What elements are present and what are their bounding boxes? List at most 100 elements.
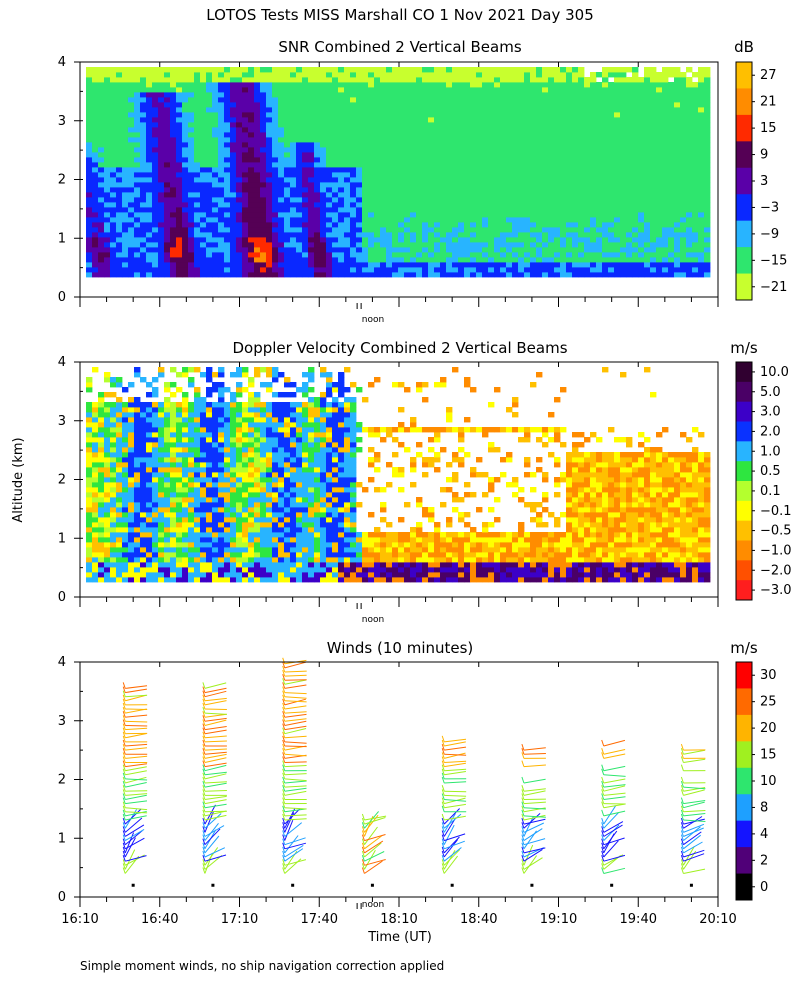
- field-cell: [278, 182, 285, 188]
- field-cell: [188, 102, 195, 108]
- field-cell: [704, 67, 711, 73]
- field-cell: [116, 152, 123, 158]
- field-cell: [170, 542, 177, 548]
- field-cell: [158, 92, 165, 98]
- field-cell: [176, 187, 183, 193]
- field-cell: [476, 77, 483, 83]
- field-cell: [158, 452, 165, 458]
- field-cell: [422, 247, 429, 253]
- field-cell: [584, 202, 591, 208]
- colorbar-tick-label: 3: [760, 174, 768, 189]
- field-cell: [182, 267, 189, 273]
- field-cell: [122, 457, 129, 463]
- field-cell: [206, 192, 213, 198]
- field-cell: [308, 122, 315, 128]
- field-cell: [182, 182, 189, 188]
- field-cell: [674, 147, 681, 153]
- field-cell: [104, 537, 111, 543]
- field-cell: [272, 232, 279, 238]
- field-cell: [104, 167, 111, 173]
- field-cell: [158, 367, 165, 373]
- field-cell: [416, 142, 423, 148]
- field-cell: [152, 467, 159, 473]
- field-cell: [440, 147, 447, 153]
- field-cell: [482, 267, 489, 273]
- field-cell: [386, 227, 393, 233]
- field-cell: [116, 472, 123, 478]
- field-cell: [332, 107, 339, 113]
- field-cell: [632, 202, 639, 208]
- field-cell: [134, 397, 141, 403]
- field-cell: [308, 262, 315, 268]
- field-cell: [170, 82, 177, 88]
- field-cell: [518, 127, 525, 133]
- field-cell: [476, 87, 483, 93]
- field-cell: [434, 87, 441, 93]
- field-cell: [416, 217, 423, 223]
- field-cell: [98, 122, 105, 128]
- field-cell: [116, 417, 123, 423]
- field-cell: [164, 112, 171, 118]
- field-cell: [158, 192, 165, 198]
- field-cell: [236, 102, 243, 108]
- field-cell: [110, 222, 117, 228]
- field-cell: [560, 82, 567, 88]
- field-cell: [554, 117, 561, 123]
- field-cell: [404, 112, 411, 118]
- field-cell: [230, 177, 237, 183]
- field-cell: [134, 222, 141, 228]
- field-cell: [494, 212, 501, 218]
- field-cell: [590, 77, 597, 83]
- field-cell: [674, 67, 681, 73]
- field-cell: [482, 217, 489, 223]
- colorbar-swatch: [736, 273, 752, 301]
- field-cell: [290, 92, 297, 98]
- field-cell: [440, 157, 447, 163]
- field-cell: [488, 252, 495, 258]
- field-cell: [242, 177, 249, 183]
- field-cell: [344, 67, 351, 73]
- field-cell: [260, 177, 267, 183]
- field-cell: [656, 267, 663, 273]
- field-cell: [182, 192, 189, 198]
- field-cell: [602, 72, 609, 78]
- field-cell: [476, 152, 483, 158]
- field-cell: [224, 242, 231, 248]
- field-cell: [98, 567, 105, 573]
- field-cell: [632, 162, 639, 168]
- field-cell: [434, 187, 441, 193]
- field-cell: [110, 487, 117, 493]
- field-cell: [98, 462, 105, 468]
- field-cell: [272, 127, 279, 133]
- field-cell: [416, 212, 423, 218]
- field-cell: [374, 167, 381, 173]
- field-cell: [164, 227, 171, 233]
- field-cell: [116, 87, 123, 93]
- field-cell: [110, 187, 117, 193]
- field-cell: [248, 262, 255, 268]
- field-cell: [242, 142, 249, 148]
- field-cell: [104, 562, 111, 568]
- field-cell: [518, 137, 525, 143]
- field-cell: [692, 262, 699, 268]
- field-cell: [182, 217, 189, 223]
- field-cell: [470, 167, 477, 173]
- field-cell: [560, 177, 567, 183]
- field-cell: [512, 217, 519, 223]
- field-cell: [530, 127, 537, 133]
- field-cell: [320, 182, 327, 188]
- field-cell: [158, 372, 165, 378]
- field-cell: [158, 177, 165, 183]
- field-cell: [392, 192, 399, 198]
- field-cell: [194, 252, 201, 258]
- field-cell: [140, 267, 147, 273]
- field-cell: [86, 507, 93, 513]
- field-cell: [440, 182, 447, 188]
- field-cell: [422, 177, 429, 183]
- field-cell: [218, 207, 225, 213]
- field-cell: [602, 192, 609, 198]
- field-cell: [500, 137, 507, 143]
- field-cell: [686, 112, 693, 118]
- field-cell: [296, 187, 303, 193]
- field-cell: [344, 137, 351, 143]
